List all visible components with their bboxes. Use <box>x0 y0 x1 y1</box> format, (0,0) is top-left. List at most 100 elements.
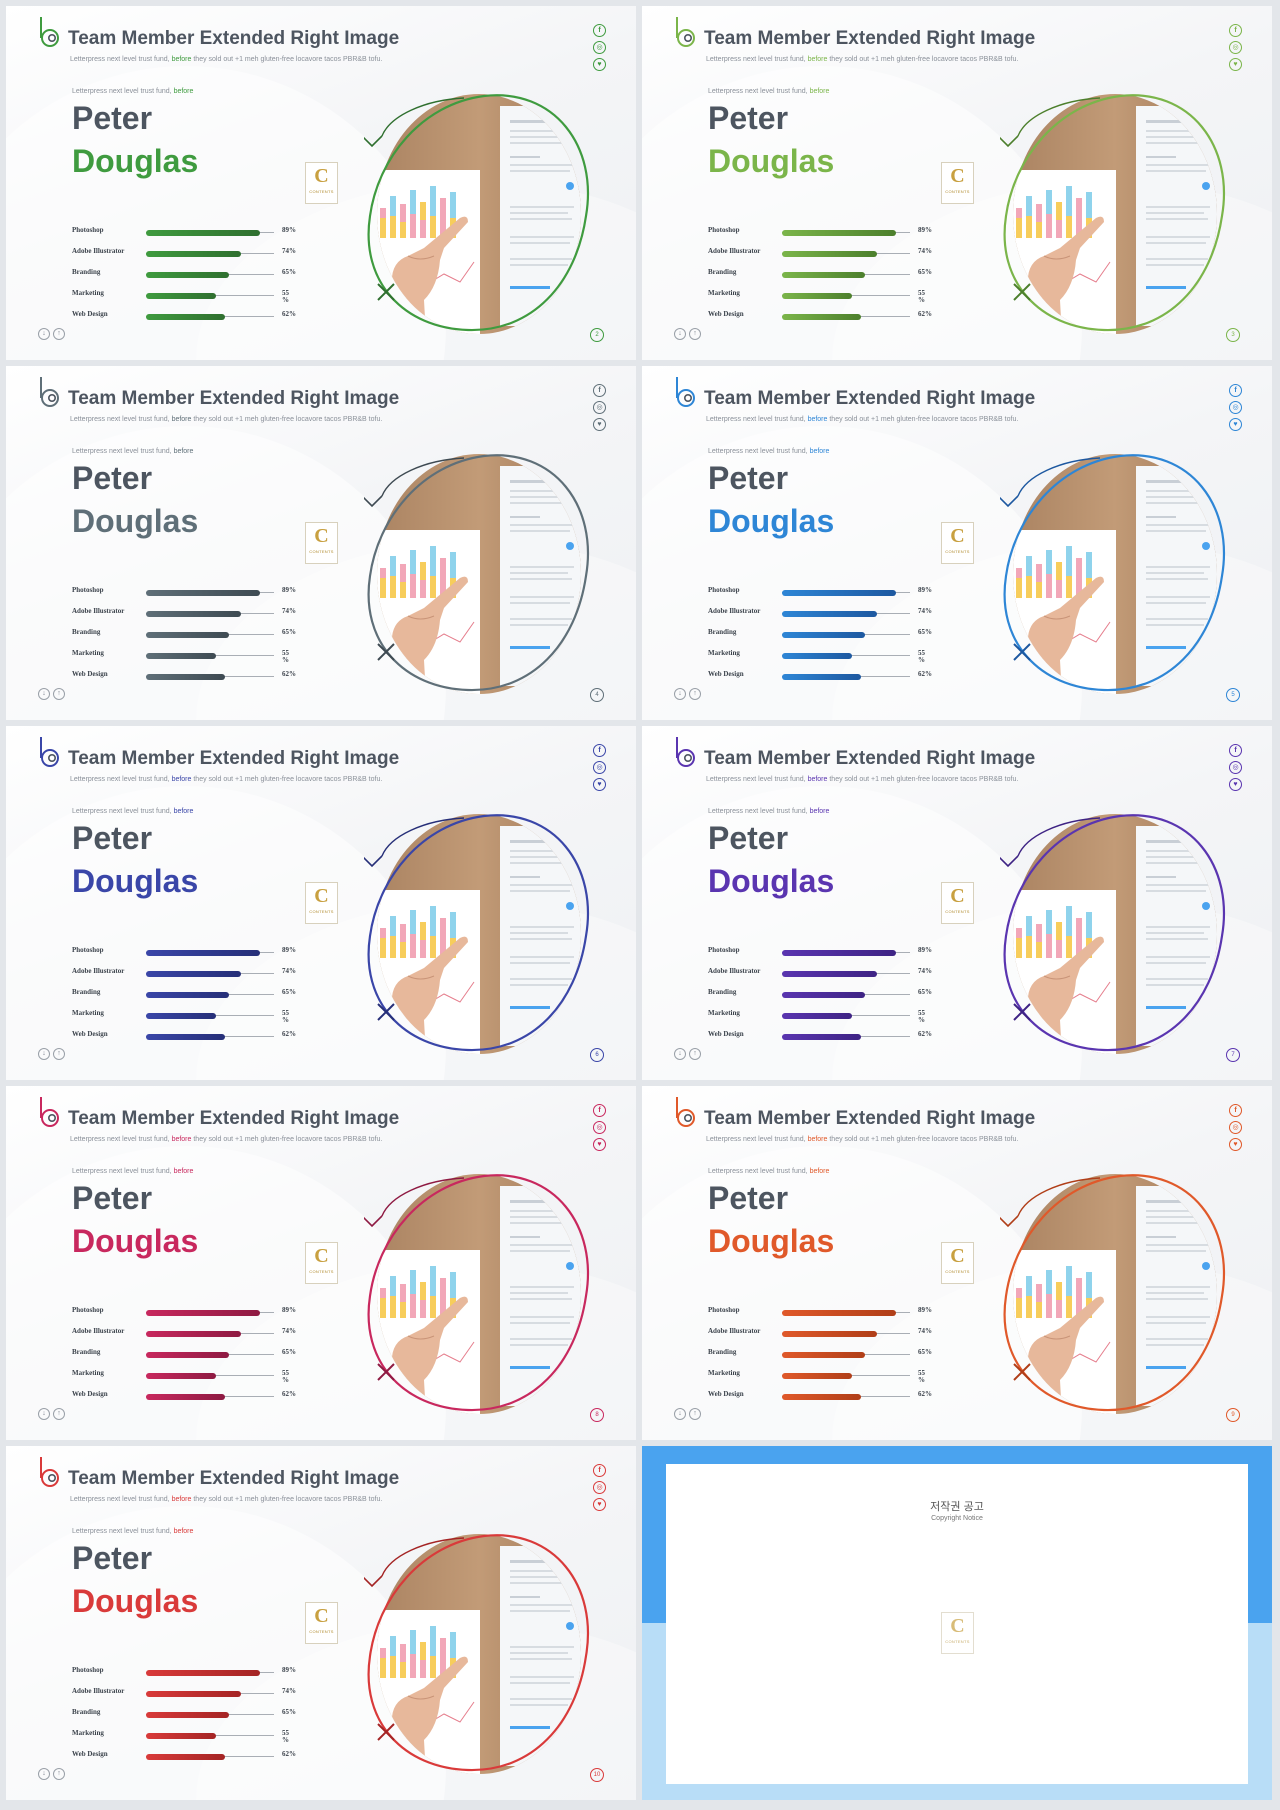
skill-percent: 62% <box>282 1390 296 1398</box>
nav-up-button[interactable]: ↑ <box>689 1408 701 1420</box>
skill-bar <box>782 590 896 596</box>
nav-down-button[interactable]: ↓ <box>38 688 50 700</box>
skill-percent: 89% <box>282 226 296 234</box>
skill-list: Photoshop 89% Adobe Illustrator 74% Branding… <box>708 222 948 327</box>
eyebrow-text: Letterpress next level trust fund, befor… <box>708 448 829 455</box>
instagram-icon[interactable]: ◎ <box>593 401 606 414</box>
instagram-icon[interactable]: ◎ <box>593 1121 606 1134</box>
subtitle-highlight: before <box>807 1136 828 1143</box>
skill-percent: 62% <box>918 310 932 318</box>
nav-up-button[interactable]: ↑ <box>689 688 701 700</box>
member-last-name: Douglas <box>708 1223 835 1259</box>
nav-down-button[interactable]: ↓ <box>38 1408 50 1420</box>
badge-letter: C <box>950 525 965 547</box>
subtitle-highlight: before <box>171 56 192 63</box>
social-links: f ◎ ♥ <box>593 384 606 431</box>
nav-down-button[interactable]: ↓ <box>674 1048 686 1060</box>
instagram-icon[interactable]: ◎ <box>1229 41 1242 54</box>
facebook-icon[interactable]: f <box>1229 24 1242 37</box>
skill-label: Adobe Illustrator <box>72 247 125 255</box>
instagram-icon[interactable]: ◎ <box>1229 1121 1242 1134</box>
social-links: f ◎ ♥ <box>593 744 606 791</box>
facebook-icon[interactable]: f <box>1229 744 1242 757</box>
slide-title: Team Member Extended Right Image <box>68 1108 400 1129</box>
twitter-icon[interactable]: ♥ <box>1229 778 1242 791</box>
brand-logo <box>676 377 695 407</box>
brand-logo <box>40 737 59 767</box>
skill-percent: 65% <box>282 628 296 636</box>
skill-row: Marketing 55 % <box>708 1365 948 1386</box>
skill-row: Marketing 55 % <box>708 645 948 666</box>
member-last-name: Douglas <box>708 503 835 539</box>
skill-bar <box>782 1034 862 1040</box>
instagram-icon[interactable]: ◎ <box>593 761 606 774</box>
instagram-icon[interactable]: ◎ <box>593 1481 606 1494</box>
twitter-icon[interactable]: ♥ <box>1229 58 1242 71</box>
skill-label: Web Design <box>708 310 744 318</box>
page-number: 2 <box>590 328 604 342</box>
slide-nav: ↓ ↑ <box>38 1408 65 1420</box>
badge-text: CONTENTS <box>945 1639 970 1644</box>
eyebrow-text: Letterpress next level trust fund, befor… <box>708 808 829 815</box>
skill-row: Adobe Illustrator 74% <box>708 243 948 264</box>
nav-up-button[interactable]: ↑ <box>689 328 701 340</box>
facebook-icon[interactable]: f <box>593 1464 606 1477</box>
skill-row: Adobe Illustrator 74% <box>72 1683 312 1704</box>
team-photo <box>361 814 589 1054</box>
skill-label: Branding <box>72 1708 101 1716</box>
twitter-icon[interactable]: ♥ <box>1229 418 1242 431</box>
skill-label: Branding <box>708 988 737 996</box>
instagram-icon[interactable]: ◎ <box>1229 761 1242 774</box>
skill-row: Photoshop 89% <box>72 582 312 603</box>
twitter-icon[interactable]: ♥ <box>593 1498 606 1511</box>
brand-logo <box>40 377 59 407</box>
social-links: f ◎ ♥ <box>593 1464 606 1511</box>
nav-down-button[interactable]: ↓ <box>38 328 50 340</box>
twitter-icon[interactable]: ♥ <box>593 418 606 431</box>
facebook-icon[interactable]: f <box>593 24 606 37</box>
nav-up-button[interactable]: ↑ <box>53 1048 65 1060</box>
skill-label: Adobe Illustrator <box>72 1327 125 1335</box>
facebook-icon[interactable]: f <box>593 1104 606 1117</box>
nav-down-button[interactable]: ↓ <box>38 1768 50 1780</box>
subtitle-text-end: they sold out +1 meh gluten-free locavor… <box>191 1136 383 1143</box>
instagram-icon[interactable]: ◎ <box>593 41 606 54</box>
nav-up-button[interactable]: ↑ <box>689 1048 701 1060</box>
nav-down-button[interactable]: ↓ <box>674 328 686 340</box>
subtitle-highlight: before <box>171 416 192 423</box>
facebook-icon[interactable]: f <box>593 384 606 397</box>
skill-percent: 89% <box>918 1306 932 1314</box>
skill-bar <box>782 1310 896 1316</box>
nav-down-button[interactable]: ↓ <box>38 1048 50 1060</box>
slide-subtitle: Letterpress next level trust fund, befor… <box>70 1496 382 1503</box>
skill-label: Photoshop <box>72 586 104 594</box>
subtitle-text-end: they sold out +1 meh gluten-free locavor… <box>191 56 383 63</box>
skill-row: Web Design 62% <box>708 1026 948 1047</box>
twitter-icon[interactable]: ♥ <box>593 58 606 71</box>
slide-nav: ↓ ↑ <box>674 1048 701 1060</box>
eyebrow-highlight: before <box>173 88 194 95</box>
eyebrow-text-start: Letterpress next level trust fund, <box>72 808 174 815</box>
instagram-icon[interactable]: ◎ <box>1229 401 1242 414</box>
page-number: 4 <box>590 688 604 702</box>
twitter-icon[interactable]: ♥ <box>1229 1138 1242 1151</box>
skill-row: Branding 65% <box>72 624 312 645</box>
eyebrow-highlight: before <box>173 1528 194 1535</box>
nav-up-button[interactable]: ↑ <box>53 688 65 700</box>
nav-down-button[interactable]: ↓ <box>674 1408 686 1420</box>
contents-badge: C CONTENTS <box>305 162 338 204</box>
twitter-icon[interactable]: ♥ <box>593 778 606 791</box>
facebook-icon[interactable]: f <box>1229 1104 1242 1117</box>
twitter-icon[interactable]: ♥ <box>593 1138 606 1151</box>
slide-4: Team Member Extended Right Image Letterpr… <box>6 366 636 720</box>
nav-up-button[interactable]: ↑ <box>53 1768 65 1780</box>
facebook-icon[interactable]: f <box>1229 384 1242 397</box>
eyebrow-text-start: Letterpress next level trust fund, <box>708 1168 810 1175</box>
nav-down-button[interactable]: ↓ <box>674 688 686 700</box>
nav-up-button[interactable]: ↑ <box>53 1408 65 1420</box>
member-last-name: Douglas <box>72 143 199 179</box>
facebook-icon[interactable]: f <box>593 744 606 757</box>
skill-bar <box>782 272 866 278</box>
skill-row: Photoshop 89% <box>72 942 312 963</box>
nav-up-button[interactable]: ↑ <box>53 328 65 340</box>
